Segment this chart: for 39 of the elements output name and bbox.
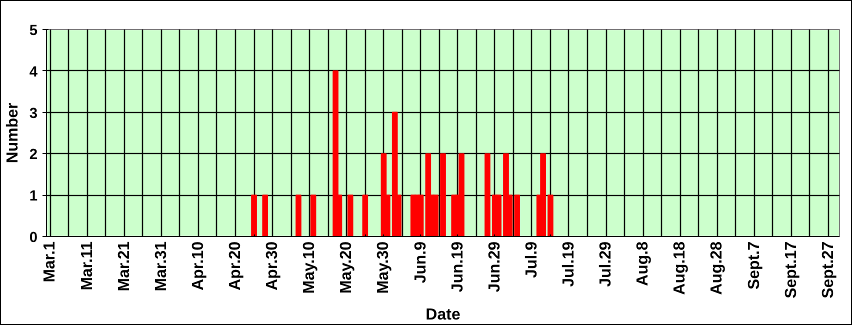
x-tick-label: Aug.28 (708, 241, 726, 295)
x-tick-label: Aug.8 (634, 241, 652, 286)
x-tick-label: Apr.30 (264, 241, 282, 290)
bar (362, 194, 368, 236)
y-tick-label: 1 (29, 188, 38, 205)
bar (296, 194, 302, 236)
bar (418, 194, 424, 236)
x-tick-label: Jul.29 (598, 241, 615, 287)
x-tick-label: Mar.11 (78, 241, 96, 290)
x-tick-label: May.20 (338, 241, 356, 294)
y-axis-title: Number (4, 102, 22, 164)
bar (251, 194, 257, 236)
bar (262, 194, 268, 236)
x-tick-label: Jul.9 (523, 241, 540, 278)
y-tick-label: 2 (29, 147, 38, 164)
x-tick-label: Mar.21 (116, 241, 133, 292)
x-axis-title: Date (426, 306, 460, 324)
y-tick-label: 4 (29, 64, 38, 80)
x-tick-label: Jul.19 (560, 241, 578, 287)
y-tick-label: 5 (29, 23, 38, 39)
x-tick-label: Mar.1 (42, 241, 59, 282)
x-tick-label: Jun.9 (412, 241, 430, 284)
x-tick-label: Sept.17 (782, 241, 800, 298)
x-tick-label: Jun.29 (486, 241, 504, 292)
bar (458, 153, 464, 236)
y-tick-label: 0 (29, 230, 38, 246)
bar (310, 194, 316, 236)
x-tick-label: Aug.18 (672, 241, 689, 295)
y-tick-label: 3 (29, 106, 38, 122)
x-tick-label: Mar.31 (152, 241, 170, 292)
bar (347, 194, 354, 236)
x-tick-label: Jun.19 (449, 241, 466, 292)
x-tick-label: Apr.10 (190, 241, 207, 290)
x-tick-label: May.30 (375, 241, 392, 294)
x-tick-label: Sept.27 (820, 241, 837, 298)
x-tick-label: May.10 (301, 241, 318, 294)
bar (332, 70, 338, 236)
x-tick-label: Apr.20 (226, 241, 244, 290)
x-tick-label: Sept.7 (746, 241, 763, 290)
